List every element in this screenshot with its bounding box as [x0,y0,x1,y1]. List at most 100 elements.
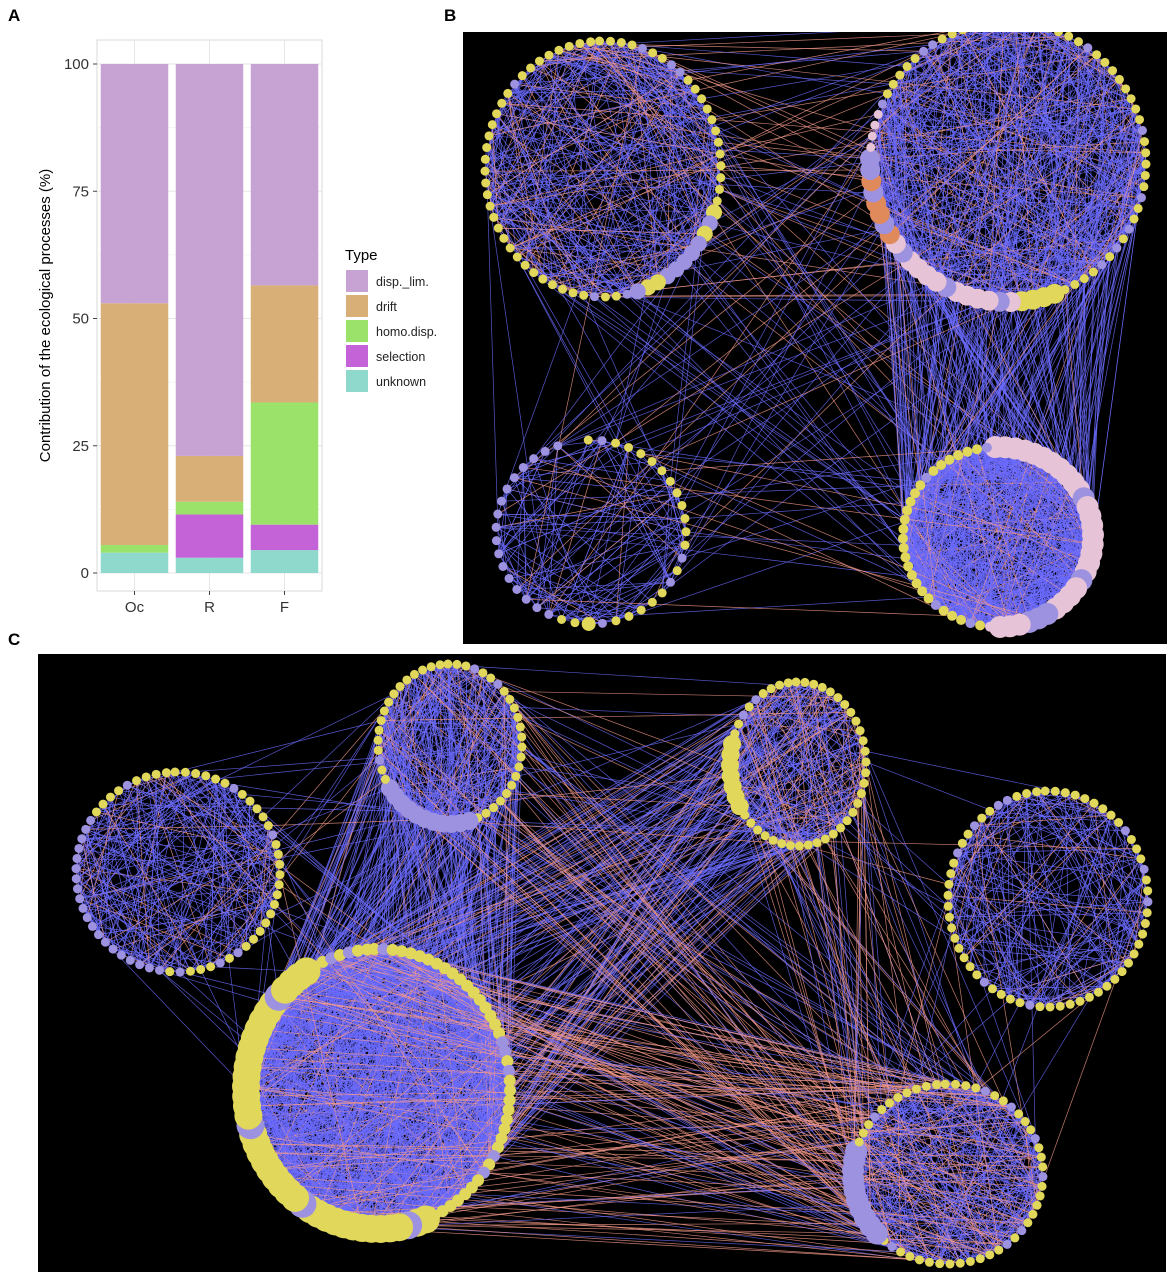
edge [496,526,1071,597]
edge [501,484,921,502]
edge [75,796,111,879]
edge [999,301,1006,448]
node [480,166,490,176]
edge [744,814,848,821]
edge [887,93,909,567]
edge [1054,791,1140,945]
node [895,70,905,80]
edge [640,453,1093,545]
node [910,488,921,499]
node [903,561,914,572]
edge [615,453,642,621]
edge [82,772,186,909]
node [947,32,957,39]
edge [81,838,271,915]
node [611,291,621,301]
bar-segment-drift-r [175,455,244,502]
edge [302,1128,505,1205]
edge [1006,800,1021,1003]
node [947,610,958,621]
edge [568,46,715,213]
edge [524,265,686,546]
edge [718,141,871,160]
edge [962,843,1021,1003]
edge [492,124,617,297]
edge [911,297,1045,576]
edge [870,147,959,456]
edge [85,782,226,830]
edge [707,108,885,225]
edge [498,98,702,229]
edge [787,682,862,794]
edge [210,779,216,967]
node [930,600,941,611]
node [502,484,512,494]
edge [856,1186,1043,1200]
edge [899,70,1113,76]
node [581,616,596,631]
edge [1064,792,1071,1005]
edge [1010,790,1046,1000]
edge [96,800,251,813]
edge [85,829,278,896]
node [870,120,880,130]
edge [940,464,1039,619]
edge [544,83,894,452]
node [860,148,881,169]
network-graph-b [463,32,1167,644]
edge [951,33,1034,300]
edge [484,41,611,172]
edge [599,40,981,626]
node [877,99,887,109]
edge [81,838,150,969]
edge [92,926,247,947]
node [575,38,585,48]
node [938,605,949,616]
edge [294,992,474,1199]
edge [498,64,672,229]
node [484,131,494,141]
legend: Typedisp._lim.drifthomo.disp.selectionun… [345,247,437,392]
node [921,472,932,483]
edge [96,811,261,932]
edge [877,114,911,502]
edge [1007,800,1141,860]
edge [974,825,1126,831]
node [665,476,675,486]
edge [953,790,1056,864]
edge [1054,47,1089,294]
edge [1015,32,1060,469]
edge [1019,985,1108,1004]
edge [506,300,989,490]
edge [949,805,999,918]
edge [579,43,924,52]
edge [605,180,872,298]
edge [522,467,527,600]
edge [923,51,1091,517]
node [1088,267,1098,277]
edge [1016,796,1112,816]
edge [616,89,696,297]
edge [949,825,975,918]
edge [485,169,871,172]
edge [496,518,685,528]
edge [1000,879,1147,995]
edge [594,296,905,520]
node [677,553,687,563]
edge [501,445,558,502]
edge [488,135,499,229]
edge [1014,32,1021,625]
y-tick-label: 0 [81,565,89,582]
edge [291,983,296,1198]
node [547,280,557,290]
edge [684,108,1136,546]
edge [872,70,1113,137]
edge [190,834,273,972]
edge [897,1097,1043,1187]
node [713,137,723,147]
edge [514,83,708,110]
edge [105,844,277,943]
edge [951,32,963,616]
edge [947,805,999,907]
edge [590,41,720,190]
